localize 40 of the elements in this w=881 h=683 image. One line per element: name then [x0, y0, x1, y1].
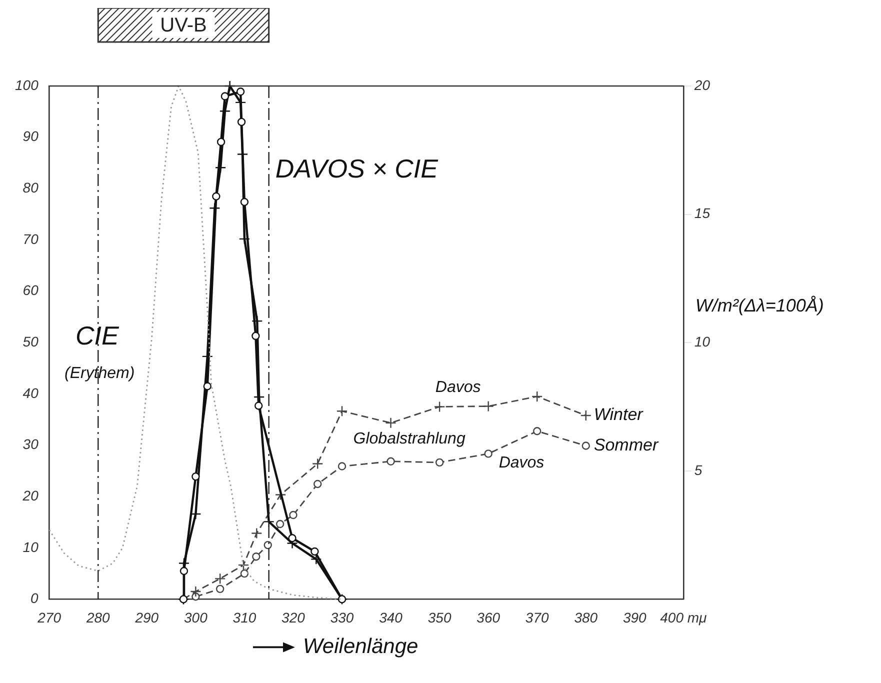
text: UV-B	[160, 14, 207, 37]
x-tick-label: 350	[428, 609, 452, 626]
x-axis-title: Weilenlänge	[302, 635, 418, 658]
y-tick-label: 10	[22, 538, 39, 555]
y-tick-label: 40	[22, 384, 39, 401]
annotation: DAVOS × CIE	[275, 153, 439, 184]
x-tick-label: 360	[476, 609, 500, 626]
y2-tick-label: 10	[694, 333, 710, 350]
series-label: Sommer	[594, 435, 660, 454]
y2-tick-label: 15	[694, 205, 710, 222]
x-tick-label: 330	[330, 609, 354, 626]
y-tick-label: 30	[22, 436, 39, 452]
annotation: (Erythem)	[64, 364, 135, 382]
series-label: Winter	[594, 405, 644, 424]
y-tick-label: 60	[22, 282, 39, 298]
annotation: Davos	[435, 379, 481, 396]
x-tick-label: 300	[184, 609, 208, 626]
x-tick-label: 290	[134, 609, 159, 626]
annotation: Globalstrahlung	[353, 430, 466, 448]
x-tick-label: 390	[622, 609, 647, 626]
y-tick-label: 20	[22, 487, 39, 504]
x-tick-label: 310	[232, 609, 256, 626]
y-tick-label: 80	[22, 180, 39, 196]
y-tick-label: 90	[22, 128, 39, 144]
y-tick-label: 0	[30, 590, 39, 606]
x-tick-label: 380	[574, 609, 598, 626]
x-tick-label: 280	[85, 609, 110, 626]
annotation: Davos	[498, 454, 544, 472]
y-tick-label: 50	[22, 333, 39, 350]
x-tick-label: 400 mμ	[660, 609, 708, 626]
x-tick-label: 340	[379, 609, 403, 626]
x-tick-label: 270	[36, 609, 62, 626]
y2-tick-label: 20	[693, 76, 710, 93]
y2-tick-label: 5	[694, 462, 702, 478]
x-tick-label: 370	[525, 609, 549, 626]
y2-axis-title: W/m²(Δλ=100Å)	[695, 296, 824, 316]
annotation: CIE	[75, 320, 120, 351]
y-tick-label: 100	[15, 76, 39, 93]
y-tick-label: 70	[22, 230, 39, 247]
x-tick-label: 320	[282, 609, 306, 626]
